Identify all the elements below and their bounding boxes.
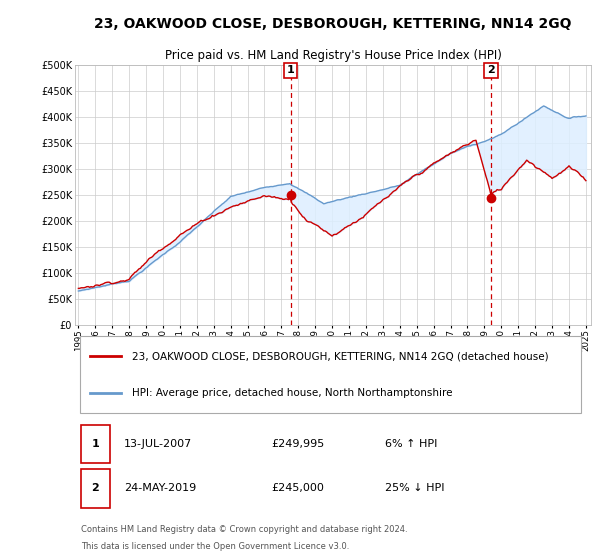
FancyBboxPatch shape — [81, 425, 110, 464]
Text: Contains HM Land Registry data © Crown copyright and database right 2024.: Contains HM Land Registry data © Crown c… — [81, 525, 408, 534]
Text: 6% ↑ HPI: 6% ↑ HPI — [385, 439, 437, 449]
Text: 24-MAY-2019: 24-MAY-2019 — [124, 483, 196, 493]
FancyBboxPatch shape — [80, 336, 581, 413]
Text: 1: 1 — [287, 66, 295, 76]
Text: £249,995: £249,995 — [271, 439, 325, 449]
Text: 23, OAKWOOD CLOSE, DESBOROUGH, KETTERING, NN14 2GQ (detached house): 23, OAKWOOD CLOSE, DESBOROUGH, KETTERING… — [132, 351, 548, 361]
Text: 23, OAKWOOD CLOSE, DESBOROUGH, KETTERING, NN14 2GQ: 23, OAKWOOD CLOSE, DESBOROUGH, KETTERING… — [94, 17, 572, 31]
Text: 13-JUL-2007: 13-JUL-2007 — [124, 439, 192, 449]
Text: 2: 2 — [487, 66, 495, 76]
FancyBboxPatch shape — [81, 469, 110, 507]
Text: 2: 2 — [92, 483, 99, 493]
Text: 1: 1 — [92, 439, 99, 449]
Text: 25% ↓ HPI: 25% ↓ HPI — [385, 483, 444, 493]
Text: Price paid vs. HM Land Registry's House Price Index (HPI): Price paid vs. HM Land Registry's House … — [164, 49, 502, 62]
Text: This data is licensed under the Open Government Licence v3.0.: This data is licensed under the Open Gov… — [81, 542, 350, 550]
Text: HPI: Average price, detached house, North Northamptonshire: HPI: Average price, detached house, Nort… — [132, 388, 452, 398]
Text: £245,000: £245,000 — [271, 483, 324, 493]
